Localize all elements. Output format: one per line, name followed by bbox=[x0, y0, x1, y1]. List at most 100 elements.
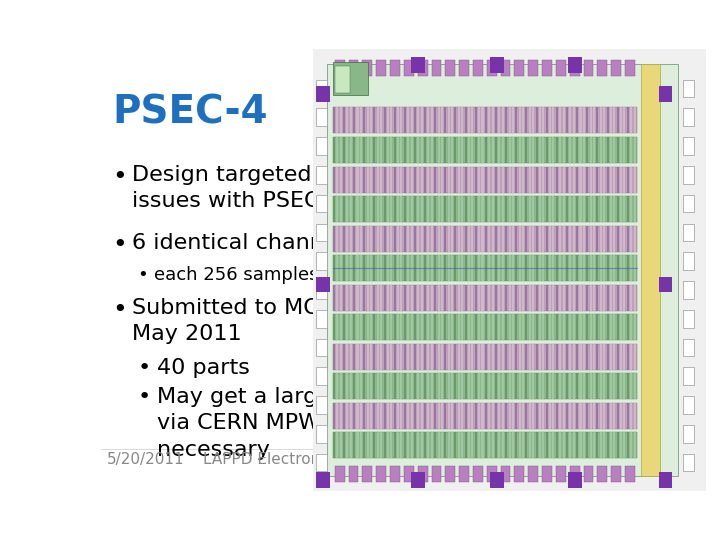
Bar bbox=[515, 59, 524, 77]
Bar bbox=[404, 432, 406, 458]
Bar bbox=[333, 373, 335, 399]
Bar bbox=[659, 86, 672, 102]
Bar bbox=[424, 226, 426, 252]
Bar bbox=[683, 166, 694, 184]
Bar bbox=[333, 226, 637, 252]
Bar bbox=[516, 107, 517, 133]
Bar bbox=[508, 166, 510, 193]
Bar bbox=[624, 343, 626, 370]
Bar bbox=[380, 343, 382, 370]
Bar bbox=[478, 432, 480, 458]
Bar bbox=[370, 196, 372, 222]
Bar bbox=[593, 403, 595, 429]
Text: •: • bbox=[138, 266, 148, 285]
Bar bbox=[464, 403, 467, 429]
Bar bbox=[377, 466, 386, 482]
Bar bbox=[390, 314, 392, 340]
Bar bbox=[508, 314, 510, 340]
Bar bbox=[576, 432, 578, 458]
Bar bbox=[583, 107, 585, 133]
Bar bbox=[528, 255, 531, 281]
Bar bbox=[441, 343, 443, 370]
Bar bbox=[404, 137, 406, 163]
Bar bbox=[498, 403, 500, 429]
Bar bbox=[542, 166, 544, 193]
Bar bbox=[586, 343, 588, 370]
Bar bbox=[333, 196, 335, 222]
Bar bbox=[522, 373, 524, 399]
Bar bbox=[596, 314, 598, 340]
Bar bbox=[606, 314, 608, 340]
Bar bbox=[336, 166, 338, 193]
Bar bbox=[634, 373, 636, 399]
Bar bbox=[536, 166, 538, 193]
Bar bbox=[434, 343, 436, 370]
Bar bbox=[327, 64, 678, 476]
Bar bbox=[377, 196, 379, 222]
Bar bbox=[400, 166, 402, 193]
Bar bbox=[384, 166, 385, 193]
Bar bbox=[333, 107, 335, 133]
Bar bbox=[431, 137, 433, 163]
Bar bbox=[407, 343, 409, 370]
Bar bbox=[634, 255, 636, 281]
Bar bbox=[683, 310, 694, 328]
Bar bbox=[348, 466, 359, 482]
Bar bbox=[377, 432, 379, 458]
Bar bbox=[377, 373, 379, 399]
Bar bbox=[394, 226, 396, 252]
Bar bbox=[360, 343, 362, 370]
Bar bbox=[340, 432, 341, 458]
Bar bbox=[620, 432, 622, 458]
Bar bbox=[488, 255, 490, 281]
Bar bbox=[522, 196, 524, 222]
Bar bbox=[474, 403, 477, 429]
Bar bbox=[508, 196, 510, 222]
Bar bbox=[350, 432, 352, 458]
Bar bbox=[600, 226, 602, 252]
Bar bbox=[583, 255, 585, 281]
Bar bbox=[488, 314, 490, 340]
Bar bbox=[407, 432, 409, 458]
Bar bbox=[424, 166, 426, 193]
Bar bbox=[464, 314, 467, 340]
Bar bbox=[346, 343, 348, 370]
Bar bbox=[600, 343, 602, 370]
Bar bbox=[549, 226, 551, 252]
Bar bbox=[570, 314, 572, 340]
Bar bbox=[492, 166, 494, 193]
Bar bbox=[387, 137, 389, 163]
Bar bbox=[616, 196, 618, 222]
Bar bbox=[448, 285, 450, 310]
Bar bbox=[568, 57, 582, 73]
Bar bbox=[340, 285, 341, 310]
Bar bbox=[500, 59, 510, 77]
Bar bbox=[434, 137, 436, 163]
Bar bbox=[659, 276, 672, 292]
Bar bbox=[404, 285, 406, 310]
Bar bbox=[566, 255, 568, 281]
Bar bbox=[472, 314, 473, 340]
Bar bbox=[485, 343, 487, 370]
Bar bbox=[532, 373, 534, 399]
Bar bbox=[590, 432, 592, 458]
Bar bbox=[316, 195, 328, 212]
Bar bbox=[464, 343, 467, 370]
Bar bbox=[384, 403, 385, 429]
Bar bbox=[556, 226, 558, 252]
Bar bbox=[532, 166, 534, 193]
Bar bbox=[333, 403, 637, 429]
Bar bbox=[404, 373, 406, 399]
Bar bbox=[526, 107, 528, 133]
Bar bbox=[492, 196, 494, 222]
Bar bbox=[428, 432, 429, 458]
Bar bbox=[474, 226, 477, 252]
Bar bbox=[566, 403, 568, 429]
Bar bbox=[333, 255, 335, 281]
Bar bbox=[546, 137, 548, 163]
Bar bbox=[451, 226, 453, 252]
Bar bbox=[526, 166, 528, 193]
Bar bbox=[570, 466, 580, 482]
Bar bbox=[333, 166, 335, 193]
Bar bbox=[596, 226, 598, 252]
